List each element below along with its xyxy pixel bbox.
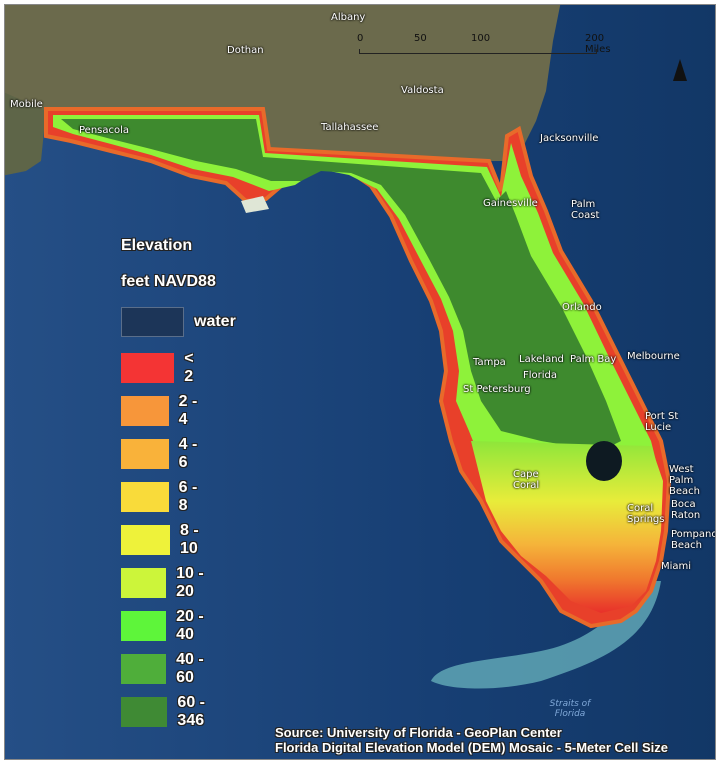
scale-tick: 200 Miles: [585, 33, 611, 55]
city-label: Lakeland: [519, 354, 564, 365]
city-label: Albany: [331, 12, 366, 23]
legend-item: water: [121, 307, 236, 337]
legend-swatch: [121, 439, 169, 469]
legend-item: < 2: [121, 350, 203, 386]
legend-swatch: [121, 611, 167, 641]
legend-item: 4 - 6: [121, 436, 203, 472]
legend-swatch: [121, 568, 167, 598]
legend-label: 10 - 20: [176, 565, 204, 600]
map-canvas: [5, 5, 715, 759]
legend-item: 20 - 40: [121, 608, 212, 644]
elevation-map: 0 50 100 200 Miles Albany Dothan Valdost…: [4, 4, 716, 760]
legend-label: 6 - 8: [178, 479, 198, 514]
source-line: Florida Digital Elevation Model (DEM) Mo…: [275, 740, 668, 755]
city-label: Coral Springs: [627, 503, 665, 525]
lake-okeechobee: [586, 441, 622, 481]
city-label: Palm Coast: [571, 199, 600, 221]
source-line: Source: University of Florida - GeoPlan …: [275, 725, 562, 740]
barrier-island: [241, 196, 269, 213]
city-label: Orlando: [562, 302, 602, 313]
legend-label: 60 - 346: [177, 694, 205, 729]
legend-label: 4 - 6: [178, 436, 198, 471]
city-label: Cape Coral: [513, 469, 540, 491]
scale-tick: 50: [414, 33, 427, 44]
legend-item: 40 - 60: [121, 651, 212, 687]
source-credit: Source: University of Florida - GeoPlan …: [275, 725, 668, 755]
city-label: Jacksonville: [540, 133, 599, 144]
legend-label: 40 - 60: [176, 651, 204, 686]
legend-label: < 2: [184, 350, 194, 385]
legend-label: 20 - 40: [176, 608, 204, 643]
city-label: Palm Bay: [570, 354, 617, 365]
city-label: Pensacola: [79, 125, 130, 136]
water-label: Straits of Florida: [549, 699, 591, 719]
north-arrow-icon: [673, 59, 687, 81]
florida-interior-high: [61, 119, 621, 451]
scale-tick: 0: [357, 33, 364, 44]
legend-subtitle: feet NAVD88: [121, 273, 216, 290]
city-label: Florida: [523, 370, 558, 381]
legend-swatch: [121, 482, 169, 512]
legend-swatch: [121, 654, 167, 684]
legend-swatch: [121, 396, 169, 426]
city-label: Miami: [661, 561, 692, 572]
legend-swatch: [121, 307, 184, 337]
legend-label: water: [194, 313, 236, 330]
city-label: Dothan: [227, 45, 264, 56]
legend-swatch: [121, 697, 168, 727]
legend-item: 6 - 8: [121, 479, 203, 515]
city-label: Valdosta: [401, 85, 444, 96]
city-label: Tallahassee: [321, 122, 379, 133]
city-label: St Petersburg: [463, 384, 531, 395]
legend-item: 10 - 20: [121, 565, 212, 601]
legend-label: 8 - 10: [179, 522, 199, 557]
legend-item: 8 - 10: [121, 522, 212, 558]
city-label: Pompano Beach: [671, 529, 716, 551]
city-label: Melbourne: [627, 351, 680, 362]
city-label: Port St Lucie: [645, 411, 679, 433]
legend-item: 2 - 4: [121, 393, 203, 429]
land-georgia-alabama: [5, 5, 561, 161]
legend-title: Elevation: [121, 237, 193, 254]
city-label: Tampa: [473, 357, 506, 368]
legend-label: 2 - 4: [178, 393, 198, 428]
city-label: Mobile: [10, 99, 43, 110]
land-mobile: [5, 92, 46, 176]
scale-line: [359, 49, 597, 54]
legend-swatch: [121, 525, 170, 555]
city-label: Boca Raton: [671, 499, 701, 521]
south-florida-lowlands: [471, 441, 663, 613]
city-label: West Palm Beach: [669, 464, 700, 497]
legend-item: 60 - 346: [121, 694, 221, 730]
legend-swatch: [121, 353, 175, 383]
florida-keys: [431, 581, 661, 689]
city-label: Gainesville: [483, 198, 538, 209]
scale-tick: 100: [471, 33, 491, 44]
